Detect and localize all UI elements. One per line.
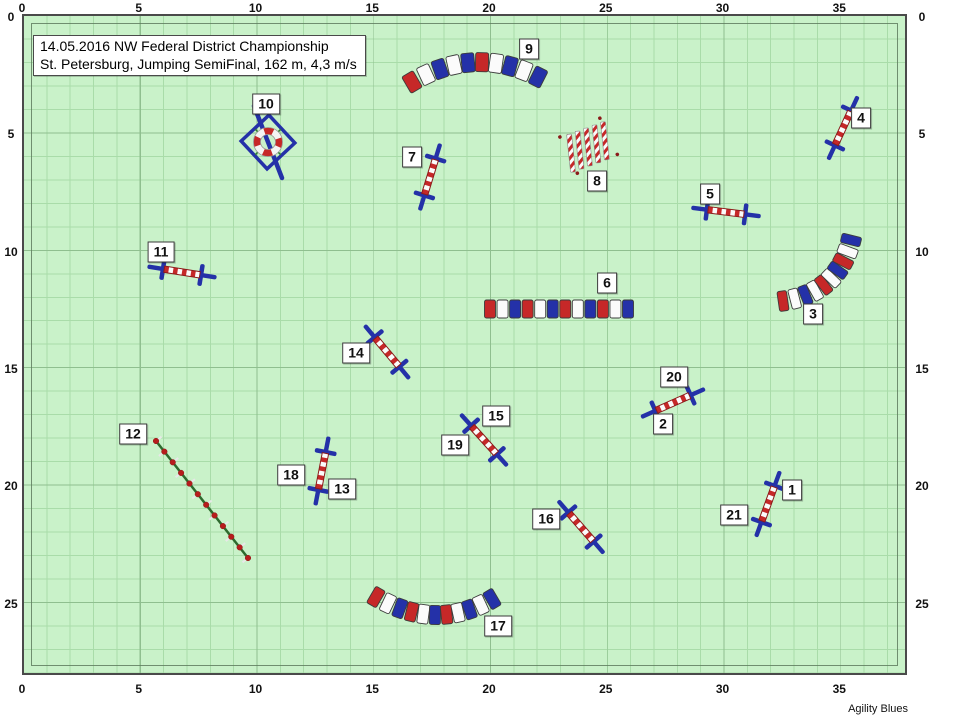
- obstacle-label-15: 15: [482, 405, 510, 427]
- axis-label: 15: [4, 361, 18, 376]
- title-box: 14.05.2016 NW Federal District Champions…: [33, 35, 366, 76]
- obstacle-label-8: 8: [587, 170, 607, 192]
- axis-label: 20: [4, 479, 18, 494]
- axis-label: 30: [715, 1, 730, 15]
- obstacle-label-19: 19: [441, 434, 469, 456]
- title-line-2: St. Petersburg, Jumping SemiFinal, 162 m…: [40, 56, 357, 72]
- obstacle-label-2: 2: [653, 413, 673, 435]
- axis-label: 10: [915, 244, 929, 259]
- axis-label: 25: [4, 596, 18, 611]
- obstacle-label-5: 5: [700, 183, 720, 205]
- obstacle-label-1: 1: [782, 479, 802, 501]
- field-inner-border: [31, 23, 898, 666]
- title-line-1: 14.05.2016 NW Federal District Champions…: [40, 38, 329, 54]
- obstacle-label-14: 14: [342, 342, 370, 364]
- obstacle-label-17: 17: [484, 615, 512, 637]
- obstacle-label-20: 20: [660, 366, 688, 388]
- axis-label: 5: [918, 127, 926, 142]
- axis-label: 10: [248, 1, 263, 15]
- obstacle-label-13: 13: [328, 478, 356, 500]
- axis-label: 0: [918, 10, 926, 24]
- obstacle-label-16: 16: [532, 508, 560, 530]
- axis-label: 25: [599, 682, 613, 696]
- obstacle-label-6: 6: [597, 272, 617, 294]
- axis-label: 15: [365, 1, 379, 15]
- credit-text: Agility Blues: [848, 703, 908, 715]
- axis-label: 15: [915, 361, 929, 376]
- obstacle-label-21: 21: [720, 504, 748, 526]
- obstacle-label-7: 7: [402, 146, 422, 168]
- obstacle-label-4: 4: [851, 107, 871, 129]
- axis-label: 25: [915, 596, 929, 611]
- obstacle-label-10: 10: [252, 93, 280, 115]
- axis-label: 5: [135, 682, 143, 696]
- axis-label: 15: [365, 682, 379, 696]
- axis-label: 5: [7, 127, 15, 142]
- axis-label: 10: [248, 682, 263, 696]
- course-field: [22, 14, 907, 675]
- axis-label: 35: [832, 1, 846, 15]
- axis-label: 20: [482, 682, 496, 696]
- obstacle-label-12: 12: [119, 423, 147, 445]
- axis-label: 20: [915, 479, 929, 494]
- axis-label: 35: [832, 682, 846, 696]
- obstacle-label-18: 18: [277, 464, 305, 486]
- axis-label: 0: [18, 682, 26, 696]
- axis-label: 30: [715, 682, 730, 696]
- obstacle-label-3: 3: [803, 303, 823, 325]
- axis-label: 0: [7, 10, 15, 24]
- obstacle-label-9: 9: [519, 38, 539, 60]
- axis-label: 25: [599, 1, 613, 15]
- axis-label: 10: [4, 244, 18, 259]
- obstacle-label-11: 11: [147, 241, 175, 263]
- axis-label: 0: [18, 1, 26, 15]
- axis-label: 5: [135, 1, 143, 15]
- axis-label: 20: [482, 1, 496, 15]
